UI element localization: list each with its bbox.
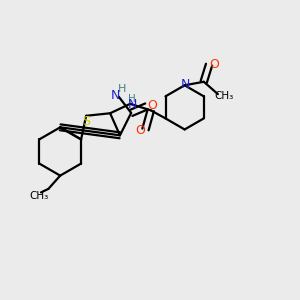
Text: N: N bbox=[128, 98, 137, 111]
Text: CH₃: CH₃ bbox=[215, 91, 234, 100]
Text: N: N bbox=[111, 89, 120, 102]
Text: S: S bbox=[82, 115, 90, 128]
Text: O: O bbox=[209, 58, 219, 70]
Text: H: H bbox=[118, 84, 126, 94]
Text: H: H bbox=[128, 94, 136, 103]
Text: O: O bbox=[147, 99, 157, 112]
Text: O: O bbox=[135, 124, 145, 137]
Text: CH₃: CH₃ bbox=[29, 191, 48, 201]
Text: N: N bbox=[181, 78, 190, 91]
